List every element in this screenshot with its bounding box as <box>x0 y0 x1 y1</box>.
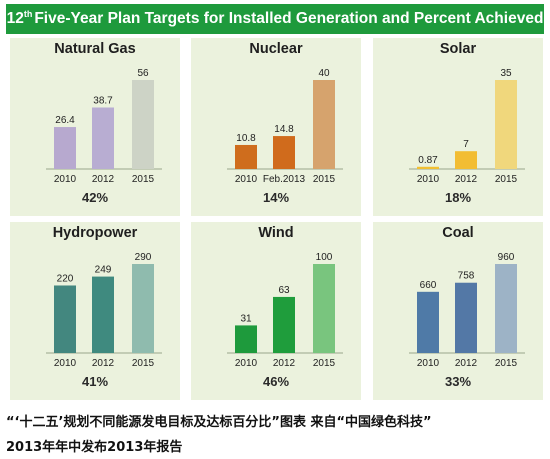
x-tick-label: 2012 <box>455 174 478 185</box>
bar-value-label: 249 <box>95 265 112 276</box>
bar-value-label: 220 <box>57 273 74 284</box>
bar-value-label: 63 <box>278 285 290 296</box>
bar-2010 <box>54 127 76 169</box>
bar-chart: 26.4 2010 38.7 2012 56 2015 <box>10 38 180 188</box>
chart-panel-solar: Solar 0.87 2010 7 2012 35 2015 18% <box>373 38 543 216</box>
x-tick-label: 2015 <box>495 174 518 185</box>
bar-value-label: 56 <box>137 68 149 79</box>
bar-2015 <box>313 264 335 353</box>
x-tick-label: 2015 <box>495 358 518 369</box>
x-tick-label: 2010 <box>54 174 77 185</box>
bar-chart: 660 2010 758 2012 960 2015 <box>373 222 543 372</box>
x-tick-label: 2010 <box>235 174 258 185</box>
bar-value-label: 10.8 <box>236 133 256 144</box>
x-tick-label: 2012 <box>92 358 115 369</box>
bar-2015 <box>495 80 517 169</box>
bar-value-label: 100 <box>316 252 333 263</box>
title-text: Five-Year Plan Targets for Installed Gen… <box>34 10 543 27</box>
bar-2010 <box>417 292 439 353</box>
bar-2015 <box>495 264 517 353</box>
chart-panel-wind: Wind 31 2010 63 2012 100 2015 46% <box>191 222 361 400</box>
x-tick-label: 2015 <box>132 174 155 185</box>
bar-chart: 0.87 2010 7 2012 35 2015 <box>373 38 543 188</box>
bar-value-label: 31 <box>240 313 252 324</box>
bar-2015 <box>132 80 154 169</box>
bar-value-label: 40 <box>318 68 330 79</box>
caption-line-1: “‘十二五’规划不同能源发电目标及达标百分比”图表 来自“中国绿色科技” <box>6 411 546 430</box>
percent-achieved: 14% <box>191 190 361 205</box>
caption-line-2: 2013年年中发布2013年报告 <box>6 436 546 455</box>
bar-2010 <box>235 325 257 353</box>
bar-2012 <box>455 283 477 353</box>
x-tick-label: 2015 <box>313 174 336 185</box>
x-tick-label: 2012 <box>455 358 478 369</box>
bar-2012 <box>92 277 114 353</box>
percent-achieved: 33% <box>373 374 543 389</box>
x-tick-label: 2010 <box>417 174 440 185</box>
x-tick-label: 2015 <box>313 358 336 369</box>
chart-banner-title: 12th Five-Year Plan Targets for Installed… <box>6 4 544 34</box>
percent-achieved: 18% <box>373 190 543 205</box>
bar-value-label: 660 <box>420 280 437 291</box>
x-tick-label: 2010 <box>235 358 258 369</box>
x-tick-label: Feb.2013 <box>263 174 306 185</box>
bar-2015 <box>132 264 154 353</box>
title-superscript: th <box>24 9 33 19</box>
bar-chart: 10.8 2010 14.8 Feb.2013 40 2015 <box>191 38 361 188</box>
x-tick-label: 2010 <box>54 358 77 369</box>
chart-panel-coal: Coal 660 2010 758 2012 960 2015 33% <box>373 222 543 400</box>
title-number: 12 <box>7 10 24 27</box>
bar-value-label: 35 <box>500 68 512 79</box>
x-tick-label: 2012 <box>273 358 296 369</box>
bar-value-label: 758 <box>458 271 475 282</box>
bar-value-label: 0.87 <box>418 155 438 166</box>
x-tick-label: 2010 <box>417 358 440 369</box>
bar-2012 <box>92 107 114 169</box>
x-tick-label: 2015 <box>132 358 155 369</box>
chart-panel-nuclear: Nuclear 10.8 2010 14.8 Feb.2013 40 2015 14% <box>191 38 361 216</box>
percent-achieved: 42% <box>10 190 180 205</box>
bar-2010 <box>417 167 439 169</box>
bar-2010 <box>54 285 76 353</box>
bar-value-label: 14.8 <box>274 124 294 135</box>
bar-chart: 220 2010 249 2012 290 2015 <box>10 222 180 372</box>
bar-value-label: 26.4 <box>55 115 75 126</box>
x-tick-label: 2012 <box>92 174 115 185</box>
bar-2012 <box>273 297 295 353</box>
percent-achieved: 46% <box>191 374 361 389</box>
chart-panel-natural-gas: Natural Gas 26.4 2010 38.7 2012 56 2015 42% <box>10 38 180 216</box>
bar-feb-2013 <box>273 136 295 169</box>
bar-value-label: 38.7 <box>93 95 113 106</box>
bar-2015 <box>313 80 335 169</box>
bar-value-label: 7 <box>463 139 469 150</box>
bar-chart: 31 2010 63 2012 100 2015 <box>191 222 361 372</box>
bar-value-label: 960 <box>498 252 515 263</box>
bar-2012 <box>455 151 477 169</box>
bar-value-label: 290 <box>135 252 152 263</box>
chart-panel-hydropower: Hydropower 220 2010 249 2012 290 2015 41% <box>10 222 180 400</box>
bar-2010 <box>235 145 257 169</box>
percent-achieved: 41% <box>10 374 180 389</box>
